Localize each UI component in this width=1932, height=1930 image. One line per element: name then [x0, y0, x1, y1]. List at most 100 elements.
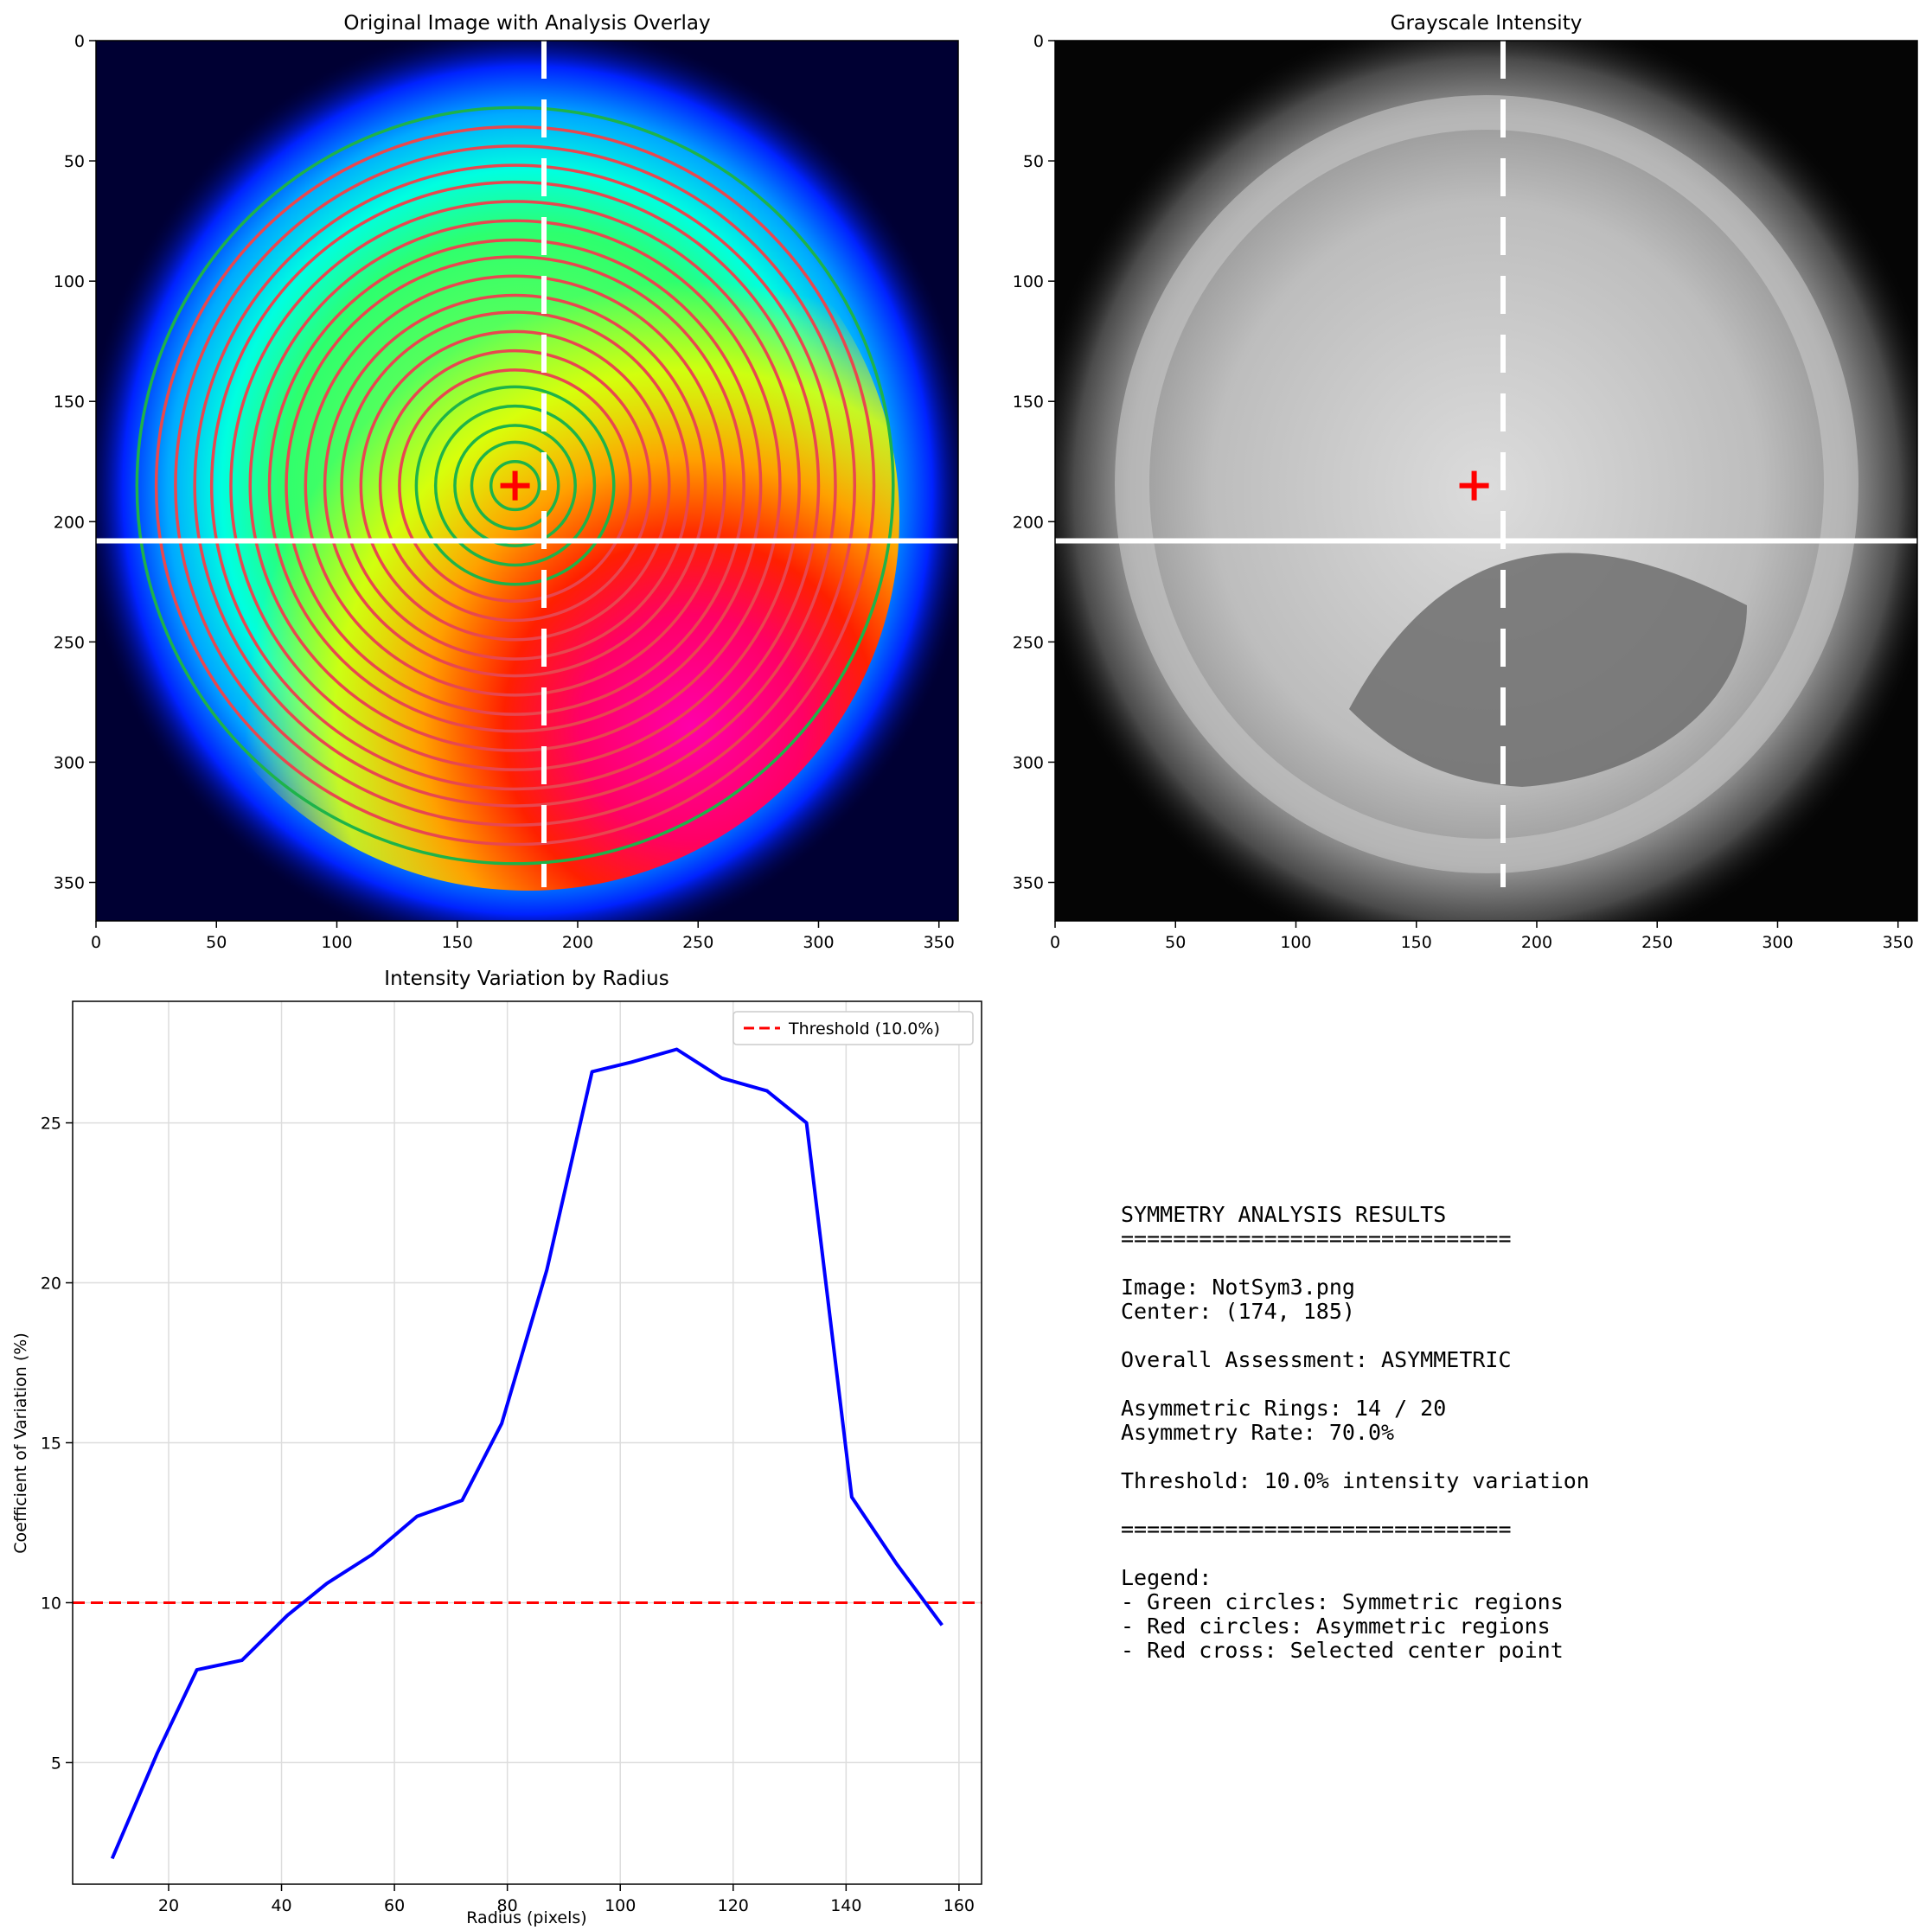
results-line — [1121, 1251, 1899, 1275]
y-tick-label: 0 — [74, 32, 85, 51]
ring-symmetric — [433, 404, 597, 567]
results-line — [1121, 1324, 1899, 1348]
x-tick-label: 250 — [682, 933, 713, 952]
x-tick-label: 100 — [1280, 933, 1311, 952]
overlay-image — [96, 41, 958, 921]
x-tick-label: 250 — [1641, 933, 1673, 952]
y-tick-label: 10 — [41, 1594, 61, 1613]
y-tick-label: 150 — [1013, 393, 1044, 412]
results-line: - Green circles: Symmetric regions — [1121, 1589, 1564, 1614]
chart-x-ticks: 20 40 60 80 100 120 140 160 — [158, 1884, 975, 1915]
y-tick-label: 50 — [1023, 152, 1044, 171]
y-tick-label: 25 — [41, 1115, 61, 1134]
ring-asymmetric — [304, 274, 726, 697]
ring-asymmetric — [398, 368, 633, 603]
ring-symmetric — [453, 424, 577, 547]
results-line — [1121, 1493, 1899, 1518]
ring-asymmetric — [285, 255, 745, 716]
chart-legend: Threshold (10.0%) — [732, 1011, 974, 1045]
results-line: Asymmetry Rate: 70.0% — [1121, 1420, 1395, 1445]
ring-asymmetric — [193, 163, 837, 808]
results-line: Overall Assessment: ASYMMETRIC — [1121, 1347, 1512, 1372]
overlay-title: Original Image with Analysis Overlay — [343, 12, 710, 35]
results-line: - Red cross: Selected center point — [1121, 1638, 1564, 1663]
ring-asymmetric — [248, 219, 782, 752]
x-tick-label: 100 — [605, 1896, 636, 1915]
y-tick-label: 300 — [54, 753, 85, 772]
x-tick-label: 0 — [1050, 933, 1060, 952]
x-tick-label: 140 — [830, 1896, 861, 1915]
results-line — [1121, 1372, 1899, 1396]
ring-symmetric — [135, 105, 895, 866]
ring-symmetric — [489, 459, 541, 512]
x-tick-label: 150 — [442, 933, 473, 952]
y-tick-label: 100 — [54, 272, 85, 291]
grayscale-y-ticks: 0 50 100 150 200 250 300 350 — [1013, 32, 1055, 892]
ring-asymmetric — [378, 348, 652, 623]
x-tick-label: 300 — [1762, 933, 1793, 952]
x-tick-label: 200 — [1521, 933, 1552, 952]
overlay-panel: Original Image with Analysis Overlay 0 50… — [54, 12, 959, 952]
chart-y-ticks: 5 10 15 20 25 — [41, 1115, 73, 1773]
ring-asymmetric — [154, 125, 876, 847]
ring-layer — [135, 105, 895, 866]
ring-asymmetric — [174, 144, 856, 827]
x-tick-label: 120 — [718, 1896, 749, 1915]
overlay-y-ticks: 0 50 100 150 200 250 300 350 — [54, 32, 96, 892]
x-tick-label: 200 — [562, 933, 593, 952]
x-tick-label: 150 — [1401, 933, 1432, 952]
grayscale-image — [1055, 41, 1917, 921]
results-line: Asymmetric Rings: 14 / 20 — [1121, 1396, 1447, 1421]
chart-y-label: Coefficient of Variation (%) — [11, 1332, 30, 1553]
ring-asymmetric — [340, 310, 690, 661]
x-tick-label: 60 — [384, 1896, 405, 1915]
x-tick-label: 40 — [271, 1896, 291, 1915]
y-tick-label: 250 — [1013, 633, 1044, 652]
y-tick-label: 350 — [1013, 873, 1044, 892]
y-tick-label: 300 — [1013, 753, 1044, 772]
y-tick-label: 150 — [54, 393, 85, 412]
x-tick-label: 80 — [497, 1896, 518, 1915]
series-line — [110, 1047, 944, 1860]
center-cross — [1459, 470, 1489, 501]
results-line — [1121, 1542, 1899, 1566]
y-tick-label: 15 — [41, 1435, 61, 1454]
x-tick-label: 20 — [158, 1896, 179, 1915]
grayscale-title: Grayscale Intensity — [1391, 12, 1583, 35]
x-tick-label: 300 — [803, 933, 834, 952]
x-tick-label: 350 — [924, 933, 955, 952]
ring-asymmetric — [359, 329, 671, 642]
ring-asymmetric — [209, 180, 821, 791]
x-tick-label: 0 — [91, 933, 101, 952]
overlay-x-ticks: 0 50 100 150 200 250 300 350 — [91, 921, 955, 952]
y-tick-label: 200 — [54, 513, 85, 532]
center-cross — [500, 470, 530, 501]
ring-symmetric — [414, 385, 616, 586]
legend-threshold-label: Threshold (10.0%) — [788, 1019, 940, 1038]
results-line: ============================== — [1121, 1517, 1512, 1542]
x-tick-label: 100 — [321, 933, 352, 952]
results-line: ============================== — [1121, 1226, 1512, 1251]
y-tick-label: 350 — [54, 873, 85, 892]
results-line: SYMMETRY ANALYSIS RESULTS — [1121, 1202, 1447, 1227]
ring-asymmetric — [323, 293, 707, 678]
results-text-panel: SYMMETRY ANALYSIS RESULTS ===============… — [1121, 1203, 1899, 1663]
results-line: - Red circles: Asymmetric regions — [1121, 1614, 1551, 1639]
x-tick-label: 50 — [1165, 933, 1186, 952]
x-tick-label: 50 — [206, 933, 227, 952]
chart-title: Intensity Variation by Radius — [384, 968, 669, 990]
x-tick-label: 350 — [1883, 933, 1914, 952]
x-tick-label: 160 — [944, 1896, 975, 1915]
ring-asymmetric — [267, 238, 763, 733]
y-tick-label: 20 — [41, 1275, 61, 1294]
ring-symmetric — [470, 440, 560, 531]
grayscale-panel: Grayscale Intensity 0 50 100 150 200 250 300 35… — [1013, 12, 1918, 952]
results-line: Legend: — [1121, 1565, 1212, 1590]
results-line — [1121, 1445, 1899, 1469]
y-tick-label: 50 — [64, 152, 85, 171]
y-tick-label: 5 — [51, 1754, 61, 1773]
chart-x-label: Radius (pixels) — [466, 1908, 586, 1927]
results-line: Center: (174, 185) — [1121, 1299, 1355, 1324]
y-tick-label: 100 — [1013, 272, 1044, 291]
